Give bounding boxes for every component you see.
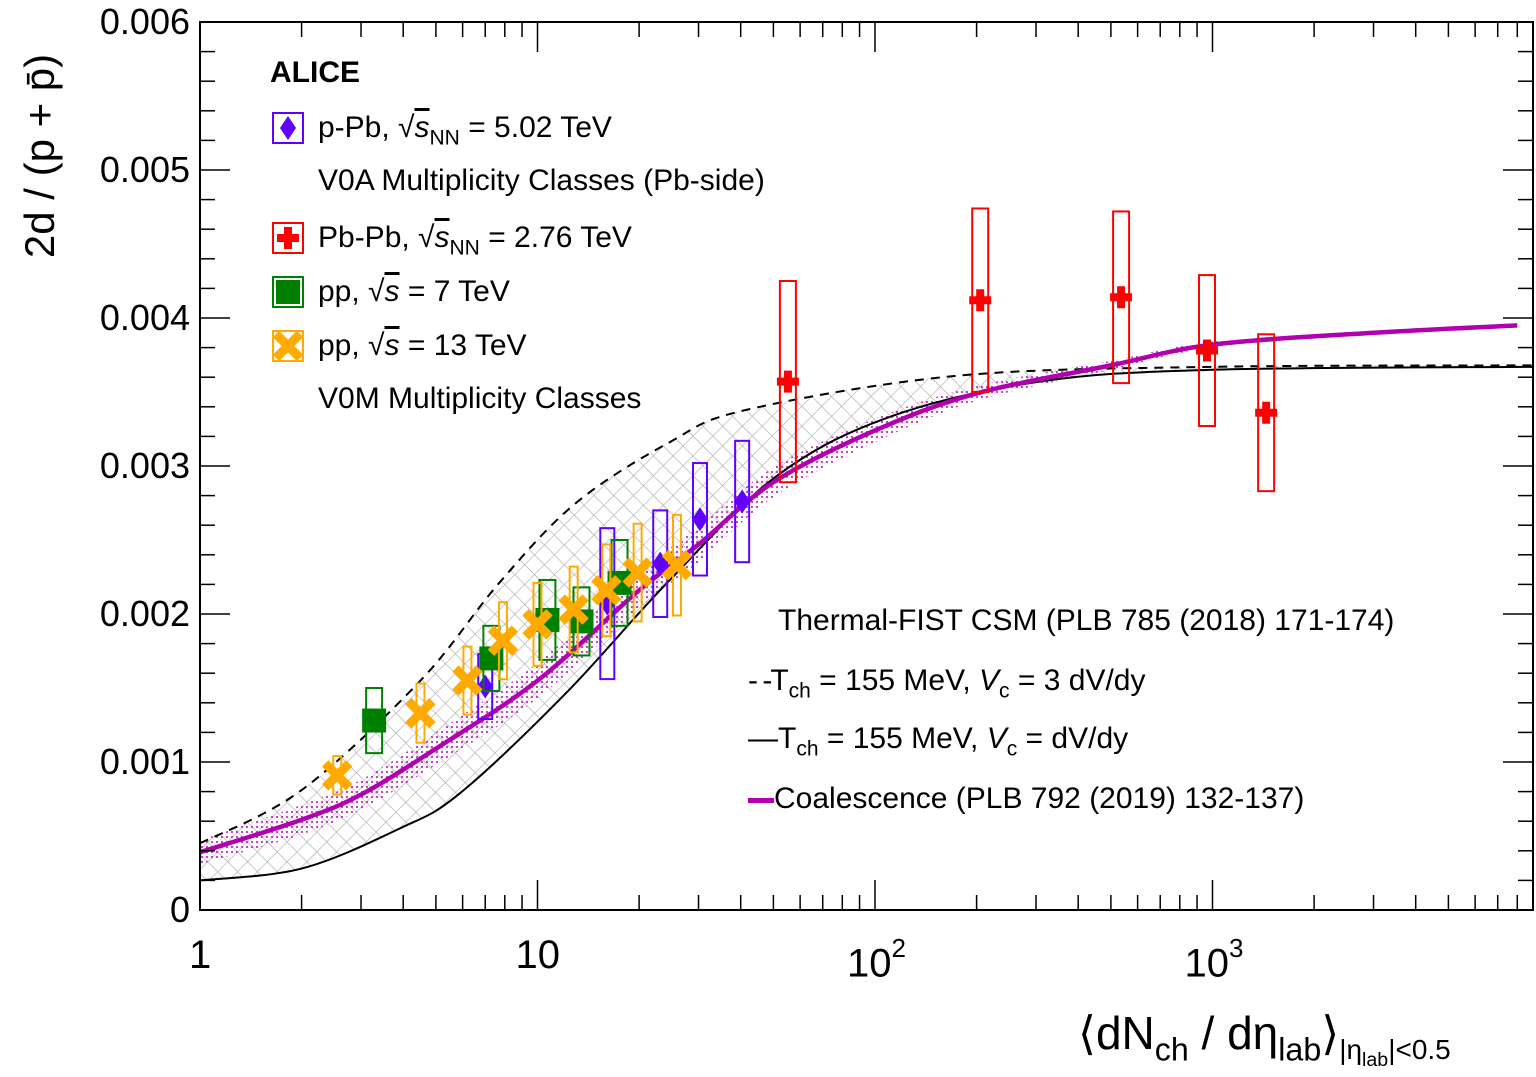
legend-csm-3: - -Tch = 155 MeV, Vc = 3 dV/dy bbox=[748, 664, 1146, 703]
data-point bbox=[591, 543, 622, 638]
legend-note: V0A Multiplicity Classes (Pb-side) bbox=[318, 164, 765, 197]
data-point bbox=[622, 522, 653, 623]
data-point bbox=[969, 207, 992, 393]
xcross-marker bbox=[591, 575, 622, 606]
legend-note: V0M Multiplicity Classes bbox=[318, 382, 642, 415]
x-tick-label: 1 bbox=[189, 933, 212, 977]
y-tick-label: 0.004 bbox=[99, 297, 190, 338]
data-point bbox=[452, 645, 483, 716]
model-title: Thermal-FIST CSM (PLB 785 (2018) 171-174… bbox=[778, 604, 1395, 637]
diamond-marker bbox=[691, 507, 708, 532]
data-point bbox=[734, 439, 751, 564]
experiment-label: ALICE bbox=[270, 56, 360, 89]
legend-csm-1: —Tch = 155 MeV, Vc = dV/dy bbox=[748, 722, 1129, 761]
legend-label: pp, √s = 13 TeV bbox=[318, 329, 527, 362]
xcross-marker bbox=[452, 665, 483, 696]
cross-marker bbox=[969, 289, 992, 312]
xcross-marker bbox=[558, 594, 589, 625]
series-p-pb bbox=[477, 439, 751, 721]
xcross-marker bbox=[522, 609, 553, 640]
data-point bbox=[558, 565, 589, 654]
coalescence-line bbox=[199, 323, 1518, 855]
legend-label: p-Pb, √sNN = 5.02 TeV bbox=[318, 111, 612, 150]
data-point bbox=[1255, 333, 1278, 493]
y-tick-label: 0.003 bbox=[99, 445, 190, 486]
xcross-marker bbox=[487, 625, 519, 656]
legend-marker-xcross bbox=[272, 330, 304, 362]
legend-marker-cross bbox=[272, 222, 304, 254]
xcross-marker bbox=[661, 549, 693, 581]
data-point bbox=[1195, 274, 1218, 428]
cross-marker bbox=[1110, 286, 1133, 309]
x-tick-label: 10 bbox=[515, 933, 561, 977]
xcross-marker bbox=[622, 557, 653, 588]
data-point bbox=[1110, 210, 1133, 385]
data-point bbox=[661, 513, 693, 617]
y-tick-label: 0.002 bbox=[99, 593, 190, 634]
x-tick-label: 103 bbox=[1184, 933, 1244, 986]
legend-label: Pb-Pb, √sNN = 2.76 TeV bbox=[318, 221, 632, 260]
data-point bbox=[405, 682, 436, 744]
square-marker bbox=[276, 280, 300, 304]
series-pb-pb bbox=[776, 207, 1278, 493]
data-point bbox=[487, 601, 519, 681]
square-marker bbox=[362, 708, 387, 733]
cross-marker bbox=[776, 370, 799, 393]
data-point bbox=[362, 687, 387, 755]
series-pp-13-tev bbox=[322, 513, 693, 796]
csm-band bbox=[200, 365, 1533, 881]
xcross-marker bbox=[322, 760, 353, 791]
legend-marker-square bbox=[272, 276, 304, 308]
y-tick-label: 0 bbox=[169, 889, 190, 930]
cross-marker bbox=[277, 227, 299, 249]
diamond-marker bbox=[477, 674, 494, 699]
data-point bbox=[776, 280, 799, 484]
data-point bbox=[322, 755, 353, 796]
cross-marker bbox=[1255, 401, 1278, 424]
xcross-marker bbox=[405, 697, 436, 729]
y-tick-label: 0.005 bbox=[99, 149, 190, 190]
legend-label: pp, √s = 7 TeV bbox=[318, 275, 510, 308]
legend-coalescence: Coalescence (PLB 792 (2019) 132-137) bbox=[748, 784, 1304, 814]
data-point bbox=[691, 462, 708, 577]
y-tick-label: 0.006 bbox=[99, 1, 190, 42]
legend-marker-diamond bbox=[272, 112, 304, 144]
data-point bbox=[522, 581, 553, 667]
data-point bbox=[569, 586, 594, 657]
y-tick-label: 0.001 bbox=[99, 741, 190, 782]
diamond-marker bbox=[734, 489, 751, 514]
x-tick-label: 102 bbox=[847, 933, 906, 986]
cross-marker bbox=[1195, 339, 1218, 362]
diamond-marker bbox=[280, 116, 296, 140]
csm-vc-3-line bbox=[199, 364, 1533, 845]
xcross-marker bbox=[274, 332, 302, 360]
x-axis-label: ⟨dNch / dηlab⟩|ηlab|<0.5 bbox=[1078, 1007, 1451, 1071]
y-axis-label: 2d / (p + p̄) bbox=[16, 53, 63, 259]
